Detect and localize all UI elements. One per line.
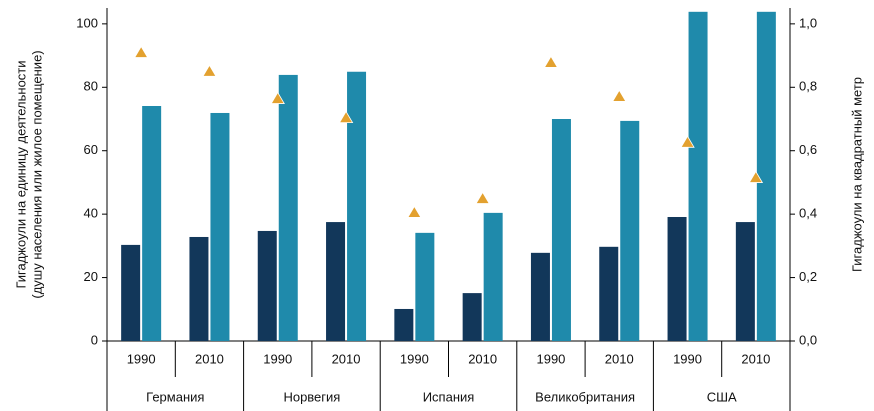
marker <box>680 135 695 148</box>
marker <box>338 110 354 123</box>
y-tick-label: 100 <box>76 15 98 30</box>
bar <box>210 112 230 341</box>
y2-tick-label: 0,4 <box>799 206 817 221</box>
y2-axis-label: Гигаджоули на квадратный метр <box>849 77 864 272</box>
y-axis-label: (душу населения или жилое помещение) <box>29 50 44 298</box>
y2-tick-label: 0,2 <box>799 269 817 284</box>
x-tick-label: 2010 <box>741 351 770 366</box>
bar <box>599 246 619 341</box>
bar <box>462 293 482 341</box>
x-tick-label: 2010 <box>332 351 361 366</box>
group-label: Германия <box>146 389 204 404</box>
bar <box>142 105 162 341</box>
bar <box>756 11 776 341</box>
marker <box>270 91 285 104</box>
group-label: Испания <box>423 389 475 404</box>
bar <box>551 119 571 341</box>
x-tick-label: 2010 <box>195 351 224 366</box>
bar <box>278 74 298 341</box>
x-tick-label: 1990 <box>536 351 565 366</box>
marker <box>543 55 559 68</box>
y-tick-label: 40 <box>84 206 98 221</box>
x-tick-label: 1990 <box>400 351 429 366</box>
x-tick-label: 2010 <box>605 351 634 366</box>
bar <box>121 244 141 341</box>
bar <box>394 308 414 341</box>
bar <box>667 216 687 341</box>
bar <box>620 120 640 341</box>
y-tick-label: 60 <box>84 142 98 157</box>
marker <box>475 191 490 204</box>
y2-tick-label: 0,6 <box>799 142 817 157</box>
bar <box>530 252 550 341</box>
marker <box>612 89 627 102</box>
bar <box>483 212 503 341</box>
bar <box>415 232 435 341</box>
bar <box>347 71 367 341</box>
group-label: Великобритания <box>535 389 635 404</box>
marker <box>133 45 149 58</box>
bar <box>326 222 346 341</box>
x-tick-label: 1990 <box>127 351 156 366</box>
marker <box>748 170 764 183</box>
x-tick-label: 1990 <box>673 351 702 366</box>
y2-tick-label: 0,8 <box>799 79 817 94</box>
x-tick-label: 1990 <box>263 351 292 366</box>
group-label: Норвегия <box>283 389 340 404</box>
bar <box>189 236 209 341</box>
group-label: США <box>707 389 737 404</box>
y2-tick-label: 1,0 <box>799 15 817 30</box>
bar <box>688 11 708 341</box>
y-axis-label: Гигаджоули на единицу деятельности <box>13 60 28 288</box>
marker <box>407 205 422 218</box>
x-tick-label: 2010 <box>468 351 497 366</box>
y-tick-label: 20 <box>84 269 98 284</box>
y2-tick-label: 0,0 <box>799 332 817 347</box>
y-tick-label: 0 <box>91 332 98 347</box>
marker <box>202 64 217 77</box>
y-tick-label: 80 <box>84 79 98 94</box>
bar <box>257 230 277 341</box>
bar <box>735 222 755 341</box>
